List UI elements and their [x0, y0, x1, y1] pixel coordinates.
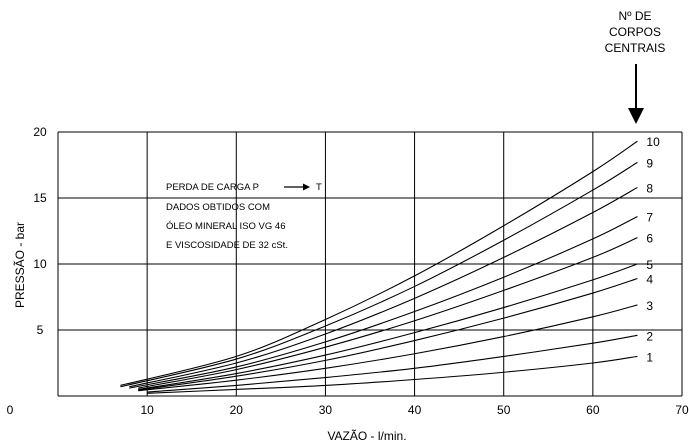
- y-tick-label: 10: [33, 257, 47, 271]
- series-labels: 1 2 3 45 6 7 8 9 10: [646, 135, 660, 364]
- series-label-4: 4: [646, 273, 653, 287]
- series-label-10: 10: [646, 135, 660, 149]
- x-axis-title: VAZÃO - l/min.: [327, 429, 406, 443]
- x-tick-label: 40: [408, 403, 422, 417]
- series-label-7: 7: [646, 210, 653, 224]
- x-tick-label: 10: [140, 403, 154, 417]
- series-line-8: [129, 186, 638, 388]
- down-arrow-head: [628, 108, 644, 124]
- series-label-2: 2: [646, 329, 653, 343]
- side-heading-line-2: CORPOS: [609, 25, 661, 39]
- annotation-line-1-target: T: [316, 182, 322, 193]
- annotation-line-1: PERDA DE CARGA P: [166, 182, 259, 193]
- y-tick-label: 15: [33, 191, 47, 205]
- series-label-5: 5: [646, 258, 653, 272]
- series-label-6: 6: [646, 232, 653, 246]
- series-line-10: [120, 140, 638, 386]
- x-tick-label: 60: [586, 403, 600, 417]
- annotation-arrow-head: [303, 183, 310, 191]
- y-tick-label: 20: [33, 125, 47, 139]
- x-tick-label: 20: [230, 403, 244, 417]
- x-tick-label: 0: [7, 403, 14, 417]
- series-line-7: [129, 215, 638, 389]
- series-line-1: [147, 355, 638, 394]
- side-heading-line-1: Nº DE: [618, 9, 651, 23]
- annotation-line-2: DADOS OBTIDOS COM: [166, 202, 270, 213]
- series-label-8: 8: [646, 181, 653, 195]
- series-line-5: [138, 263, 638, 390]
- x-tick-label: 70: [675, 403, 689, 417]
- series-line-6: [138, 237, 638, 389]
- x-tick-label: 50: [497, 403, 511, 417]
- annotation-line-4: E VISCOSIDADE DE 32 cSt.: [166, 240, 288, 251]
- y-tick-label: 5: [37, 323, 44, 337]
- series-lines: [120, 140, 638, 394]
- series-label-1: 1: [646, 350, 653, 364]
- series-line-9: [120, 161, 638, 388]
- y-axis-title: PRESSÃO - bar: [13, 222, 27, 308]
- series-line-3: [138, 304, 638, 392]
- x-tick-label: 30: [319, 403, 333, 417]
- grid: [57, 131, 683, 397]
- annotation-line-3: ÓLEO MINERAL ISO VG 46: [166, 221, 286, 232]
- side-heading-line-3: CENTRAIS: [605, 41, 666, 55]
- series-label-9: 9: [646, 156, 653, 170]
- series-label-3: 3: [646, 299, 653, 313]
- series-line-2: [147, 334, 638, 393]
- series-line-4: [138, 277, 638, 391]
